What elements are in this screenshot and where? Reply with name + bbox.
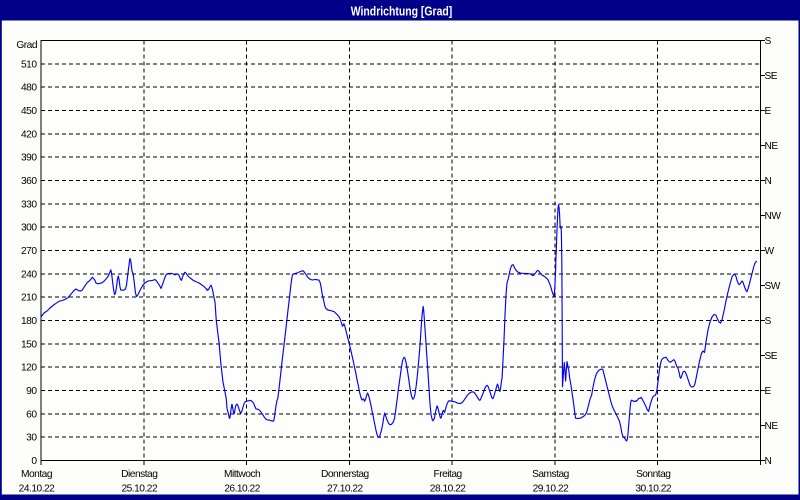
svg-text:390: 390 — [21, 153, 37, 164]
svg-text:W: W — [765, 246, 775, 257]
svg-text:60: 60 — [26, 409, 37, 420]
svg-text:Donnerstag: Donnerstag — [321, 469, 370, 480]
svg-text:120: 120 — [21, 363, 37, 374]
svg-text:SE: SE — [765, 351, 778, 362]
svg-text:29.10.22: 29.10.22 — [533, 484, 569, 495]
svg-text:NW: NW — [765, 211, 782, 222]
svg-text:SW: SW — [765, 281, 781, 292]
svg-text:Sonntag: Sonntag — [636, 469, 671, 480]
svg-text:E: E — [765, 106, 772, 117]
svg-text:450: 450 — [21, 106, 37, 117]
svg-text:26.10.22: 26.10.22 — [224, 484, 260, 495]
svg-text:Montag: Montag — [21, 469, 53, 480]
svg-text:Mittwoch: Mittwoch — [224, 469, 260, 480]
svg-text:Windrichtung [Grad]: Windrichtung [Grad] — [351, 4, 453, 19]
svg-text:300: 300 — [21, 223, 37, 234]
svg-text:NE: NE — [765, 141, 779, 152]
svg-text:30.10.22: 30.10.22 — [635, 484, 671, 495]
svg-text:Samstag: Samstag — [532, 469, 570, 480]
svg-text:210: 210 — [21, 293, 37, 304]
svg-text:27.10.22: 27.10.22 — [327, 484, 363, 495]
svg-text:SE: SE — [765, 71, 778, 82]
svg-text:0: 0 — [31, 456, 37, 467]
svg-text:420: 420 — [21, 129, 37, 140]
svg-text:24.10.22: 24.10.22 — [19, 484, 55, 495]
svg-text:S: S — [765, 316, 772, 327]
svg-text:S: S — [765, 36, 772, 47]
svg-text:480: 480 — [21, 83, 37, 94]
svg-text:25.10.22: 25.10.22 — [121, 484, 157, 495]
svg-text:N: N — [765, 456, 772, 467]
svg-text:28.10.22: 28.10.22 — [430, 484, 466, 495]
svg-text:240: 240 — [21, 269, 37, 280]
svg-text:180: 180 — [21, 316, 37, 327]
svg-text:N: N — [765, 176, 772, 187]
svg-text:E: E — [765, 386, 772, 397]
svg-text:360: 360 — [21, 176, 37, 187]
svg-text:150: 150 — [21, 339, 37, 350]
svg-text:NE: NE — [765, 421, 779, 432]
svg-text:270: 270 — [21, 246, 37, 257]
svg-text:Freitag: Freitag — [434, 469, 463, 480]
svg-text:Grad: Grad — [16, 40, 37, 51]
svg-text:510: 510 — [21, 59, 37, 70]
svg-text:330: 330 — [21, 199, 37, 210]
svg-text:Dienstag: Dienstag — [121, 469, 158, 480]
svg-text:30: 30 — [26, 433, 37, 444]
svg-text:90: 90 — [26, 386, 37, 397]
